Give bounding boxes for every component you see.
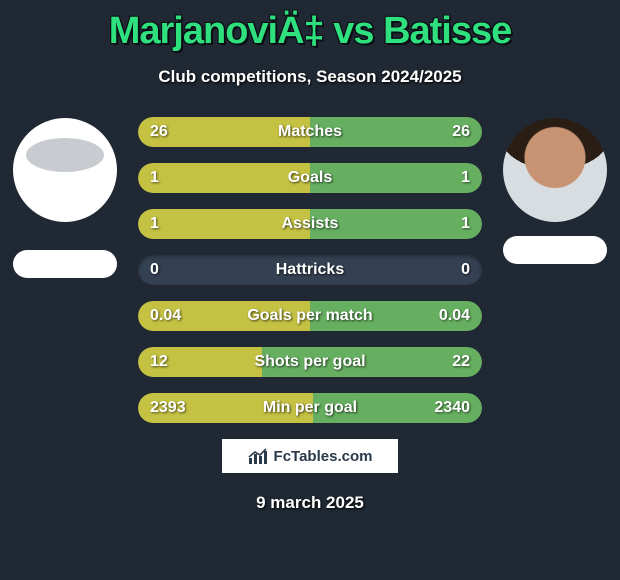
stat-bar: 26Matches26	[138, 117, 482, 147]
player-left	[10, 118, 120, 278]
avatar-left	[13, 118, 117, 222]
stat-value-right: 2340	[434, 393, 470, 423]
brand-chart-icon	[248, 448, 268, 464]
stat-label: Min per goal	[138, 393, 482, 423]
footer-date: 9 march 2025	[0, 493, 620, 513]
stat-value-right: 26	[452, 117, 470, 147]
stat-bar: 1Goals1	[138, 163, 482, 193]
page-title: MarjanoviÄ‡ vs Batisse	[0, 0, 620, 53]
subtitle: Club competitions, Season 2024/2025	[0, 67, 620, 87]
stat-bar: 1Assists1	[138, 209, 482, 239]
stat-bar: 0.04Goals per match0.04	[138, 301, 482, 331]
stat-bar: 0Hattricks0	[138, 255, 482, 285]
stat-bar: 2393Min per goal2340	[138, 393, 482, 423]
player-right	[500, 118, 610, 278]
stat-value-right: 0.04	[439, 301, 470, 331]
stat-bar: 12Shots per goal22	[138, 347, 482, 377]
stat-label: Assists	[138, 209, 482, 239]
brand-text: FcTables.com	[274, 448, 373, 465]
stat-label: Matches	[138, 117, 482, 147]
stat-value-right: 1	[461, 209, 470, 239]
brand-box[interactable]: FcTables.com	[222, 439, 398, 473]
avatar-placeholder-icon	[26, 138, 104, 172]
player-name-right	[503, 236, 607, 264]
stat-value-right: 0	[461, 255, 470, 285]
stat-label: Goals	[138, 163, 482, 193]
stats-bars: 26Matches261Goals11Assists10Hattricks00.…	[138, 117, 482, 423]
stat-value-right: 22	[452, 347, 470, 377]
avatar-right	[503, 118, 607, 222]
player-name-left	[13, 250, 117, 278]
stat-label: Shots per goal	[138, 347, 482, 377]
stat-value-right: 1	[461, 163, 470, 193]
stat-label: Goals per match	[138, 301, 482, 331]
stat-label: Hattricks	[138, 255, 482, 285]
